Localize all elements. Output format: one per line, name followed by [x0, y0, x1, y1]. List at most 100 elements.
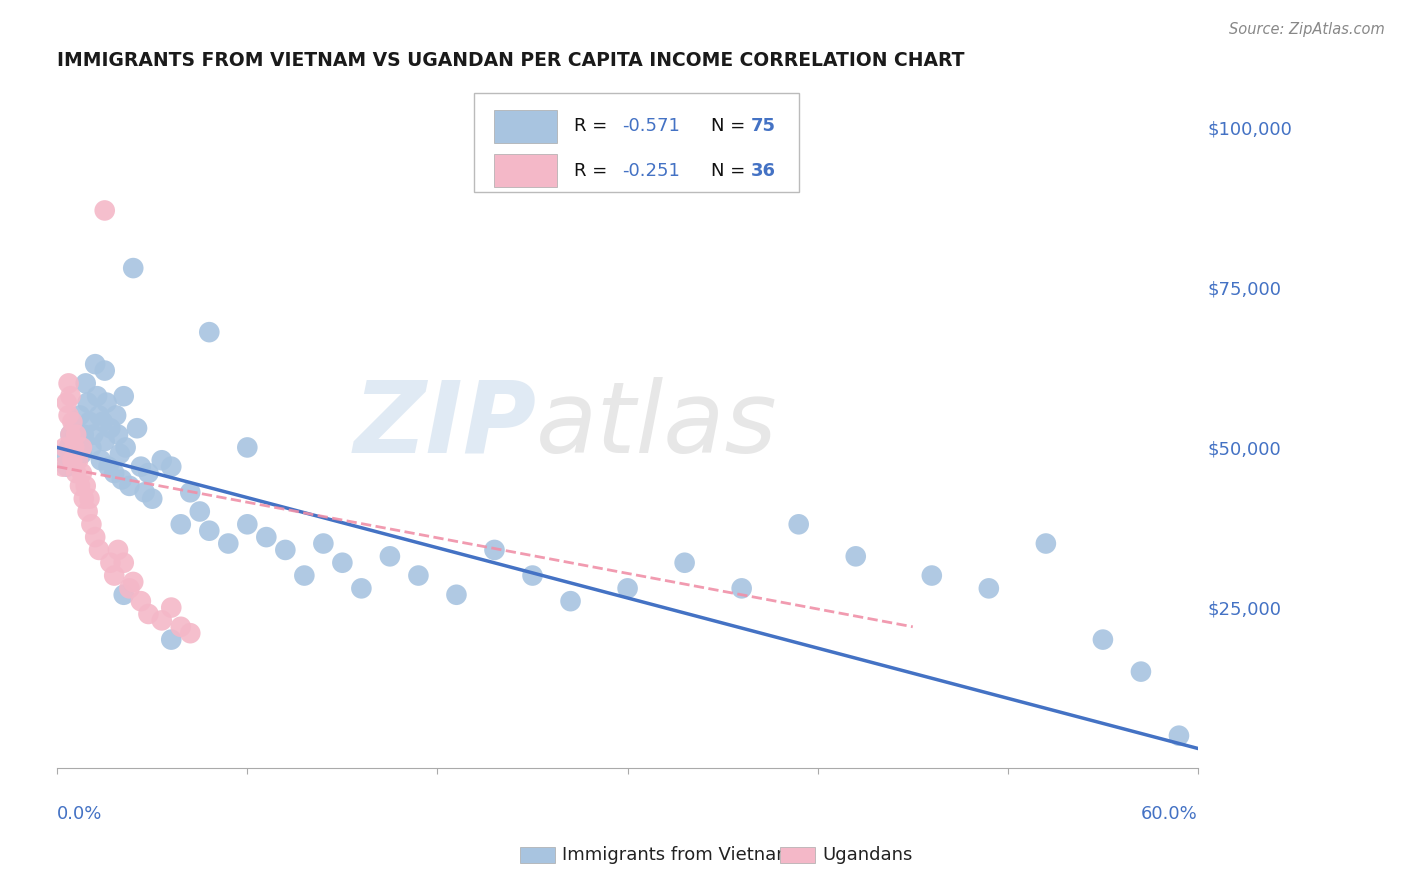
- Text: R =: R =: [574, 161, 613, 180]
- Point: [150, 613, 173, 627]
- Point: [73, 427, 96, 442]
- Point: [134, 485, 156, 500]
- Point: [93, 203, 115, 218]
- Point: [107, 543, 129, 558]
- Point: [350, 582, 373, 596]
- Point: [141, 491, 163, 506]
- Point: [65, 453, 87, 467]
- Text: 0.0%: 0.0%: [58, 805, 103, 823]
- Point: [60, 415, 83, 429]
- Point: [87, 409, 110, 423]
- Point: [522, 568, 544, 582]
- Text: ZIP: ZIP: [353, 376, 536, 474]
- Point: [59, 427, 82, 442]
- Point: [170, 517, 193, 532]
- Point: [82, 427, 104, 442]
- Point: [53, 447, 76, 461]
- Text: Source: ZipAtlas.com: Source: ZipAtlas.com: [1229, 22, 1385, 37]
- Text: 36: 36: [751, 161, 776, 180]
- Point: [90, 453, 112, 467]
- Point: [977, 582, 1000, 596]
- FancyBboxPatch shape: [494, 154, 557, 187]
- Point: [254, 530, 277, 544]
- Point: [76, 504, 98, 518]
- Point: [67, 441, 90, 455]
- Point: [79, 415, 101, 429]
- Point: [103, 466, 125, 480]
- Point: [79, 491, 101, 506]
- Point: [122, 574, 145, 589]
- Point: [236, 517, 259, 532]
- Point: [55, 459, 77, 474]
- Point: [125, 421, 148, 435]
- Point: [80, 517, 103, 532]
- Point: [100, 421, 122, 435]
- Point: [84, 357, 107, 371]
- Point: [198, 325, 221, 339]
- Point: [97, 459, 120, 474]
- Point: [114, 441, 136, 455]
- Point: [188, 504, 211, 518]
- Point: [58, 441, 80, 455]
- Point: [87, 543, 110, 558]
- Point: [138, 607, 160, 621]
- Point: [378, 549, 401, 564]
- Point: [69, 479, 91, 493]
- Point: [179, 626, 201, 640]
- Point: [179, 485, 201, 500]
- Point: [55, 395, 77, 409]
- Point: [52, 459, 75, 474]
- Point: [160, 600, 183, 615]
- Point: [60, 434, 83, 448]
- Point: [103, 568, 125, 582]
- Point: [112, 389, 135, 403]
- Text: -0.571: -0.571: [621, 117, 679, 136]
- Point: [53, 441, 76, 455]
- Point: [408, 568, 430, 582]
- Point: [1091, 632, 1114, 647]
- Point: [118, 479, 141, 493]
- Point: [484, 543, 506, 558]
- Point: [274, 543, 297, 558]
- Point: [91, 415, 114, 429]
- Point: [112, 588, 135, 602]
- Point: [616, 582, 638, 596]
- Point: [59, 389, 82, 403]
- Text: N =: N =: [711, 161, 751, 180]
- FancyBboxPatch shape: [474, 93, 799, 192]
- Point: [217, 536, 239, 550]
- Point: [446, 588, 468, 602]
- Point: [160, 459, 183, 474]
- Point: [122, 261, 145, 276]
- Point: [150, 453, 173, 467]
- Point: [93, 363, 115, 377]
- Point: [312, 536, 335, 550]
- Point: [75, 479, 97, 493]
- FancyBboxPatch shape: [494, 110, 557, 143]
- Point: [1168, 729, 1191, 743]
- Point: [160, 632, 183, 647]
- Point: [138, 466, 160, 480]
- Point: [63, 421, 86, 435]
- Text: -0.251: -0.251: [621, 161, 679, 180]
- Point: [560, 594, 582, 608]
- Point: [170, 620, 193, 634]
- Point: [60, 453, 83, 467]
- Text: Ugandans: Ugandans: [823, 846, 912, 863]
- Text: atlas: atlas: [536, 376, 778, 474]
- Text: Immigrants from Vietnam: Immigrants from Vietnam: [562, 846, 794, 863]
- Point: [730, 582, 752, 596]
- Point: [129, 459, 152, 474]
- Point: [198, 524, 221, 538]
- Point: [673, 556, 696, 570]
- Point: [108, 447, 131, 461]
- Point: [80, 441, 103, 455]
- Point: [84, 530, 107, 544]
- Point: [129, 594, 152, 608]
- Point: [787, 517, 810, 532]
- Point: [63, 441, 86, 455]
- Point: [111, 473, 134, 487]
- Point: [58, 376, 80, 391]
- Text: 60.0%: 60.0%: [1142, 805, 1198, 823]
- Text: IMMIGRANTS FROM VIETNAM VS UGANDAN PER CAPITA INCOME CORRELATION CHART: IMMIGRANTS FROM VIETNAM VS UGANDAN PER C…: [58, 51, 965, 70]
